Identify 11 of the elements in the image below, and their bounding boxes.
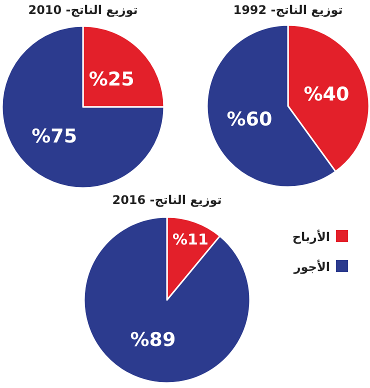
legend-label: الأجور xyxy=(292,259,330,274)
chart-title: توزيع الناتج- 2016 xyxy=(112,193,222,207)
chart-title: توزيع الناتج- 2010 xyxy=(28,3,138,17)
data-label: %11 xyxy=(172,230,208,249)
legend-label: الأرباح xyxy=(292,229,330,244)
data-label: %89 xyxy=(130,329,176,352)
data-label: %60 xyxy=(226,108,272,131)
data-label: %25 xyxy=(88,68,134,90)
data-label: %75 xyxy=(32,126,78,148)
data-label: %40 xyxy=(304,83,350,106)
chart-title: توزيع الناتج- 1992 xyxy=(233,3,343,17)
